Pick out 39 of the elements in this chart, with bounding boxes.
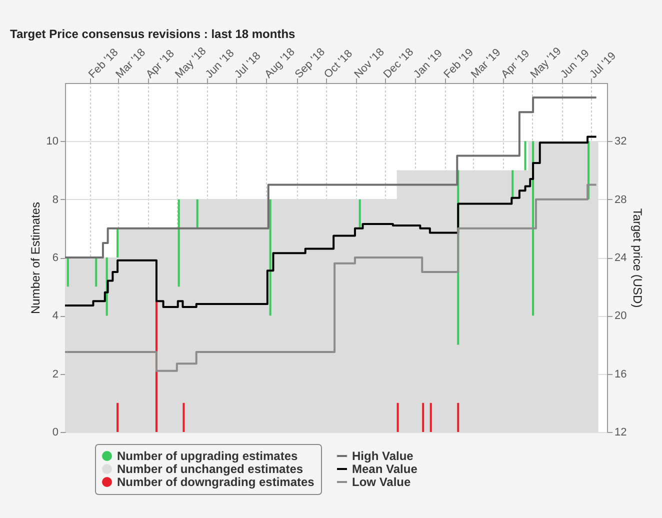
y-tick-label: 0 [52, 426, 58, 438]
bar [66, 258, 69, 287]
y2-tick-label: 32 [614, 136, 627, 148]
y2-tick-label: 16 [614, 368, 627, 380]
bar [430, 402, 432, 432]
bar [196, 199, 198, 228]
x-tick-label: Jul '18 [232, 50, 264, 81]
bar [269, 199, 272, 316]
legend-label: Number of unchanged estimates [117, 462, 304, 476]
x-tick-label: Jan '19 [412, 47, 445, 81]
y2-axis-title: Target price (USD) [630, 208, 645, 308]
bar [396, 402, 399, 432]
legend-label: Low Value [352, 475, 412, 489]
legend-label: Mean Value [352, 462, 418, 476]
bar [358, 199, 361, 228]
chart-title: Target Price consensus revisions : last 18 months [10, 26, 296, 41]
legend-label: High Value [352, 449, 414, 463]
bar [422, 402, 424, 432]
x-tick-label: Jul '19 [588, 50, 618, 81]
y-tick-label: 6 [52, 252, 58, 264]
y2-tick-label: 28 [614, 194, 627, 206]
legend-label: Number of downgrading estimates [117, 475, 315, 489]
bar [116, 402, 119, 432]
bar [182, 402, 185, 432]
bar [512, 170, 514, 200]
y2-tick-label: 20 [614, 310, 627, 322]
bar [95, 258, 98, 287]
y-axis-title: Number of Estimates [28, 202, 42, 314]
bar [116, 228, 119, 258]
legend-label: Number of upgrading estimates [117, 449, 298, 463]
bar [457, 402, 460, 432]
bar [524, 141, 526, 170]
y2-tick-label: 12 [614, 426, 627, 438]
y-tick-label: 2 [52, 368, 58, 380]
y-tick-label: 4 [52, 310, 58, 322]
y-tick-label: 10 [46, 136, 58, 148]
y-tick-label: 8 [52, 194, 58, 206]
y2-tick-label: 24 [614, 252, 627, 264]
bar [178, 199, 180, 287]
